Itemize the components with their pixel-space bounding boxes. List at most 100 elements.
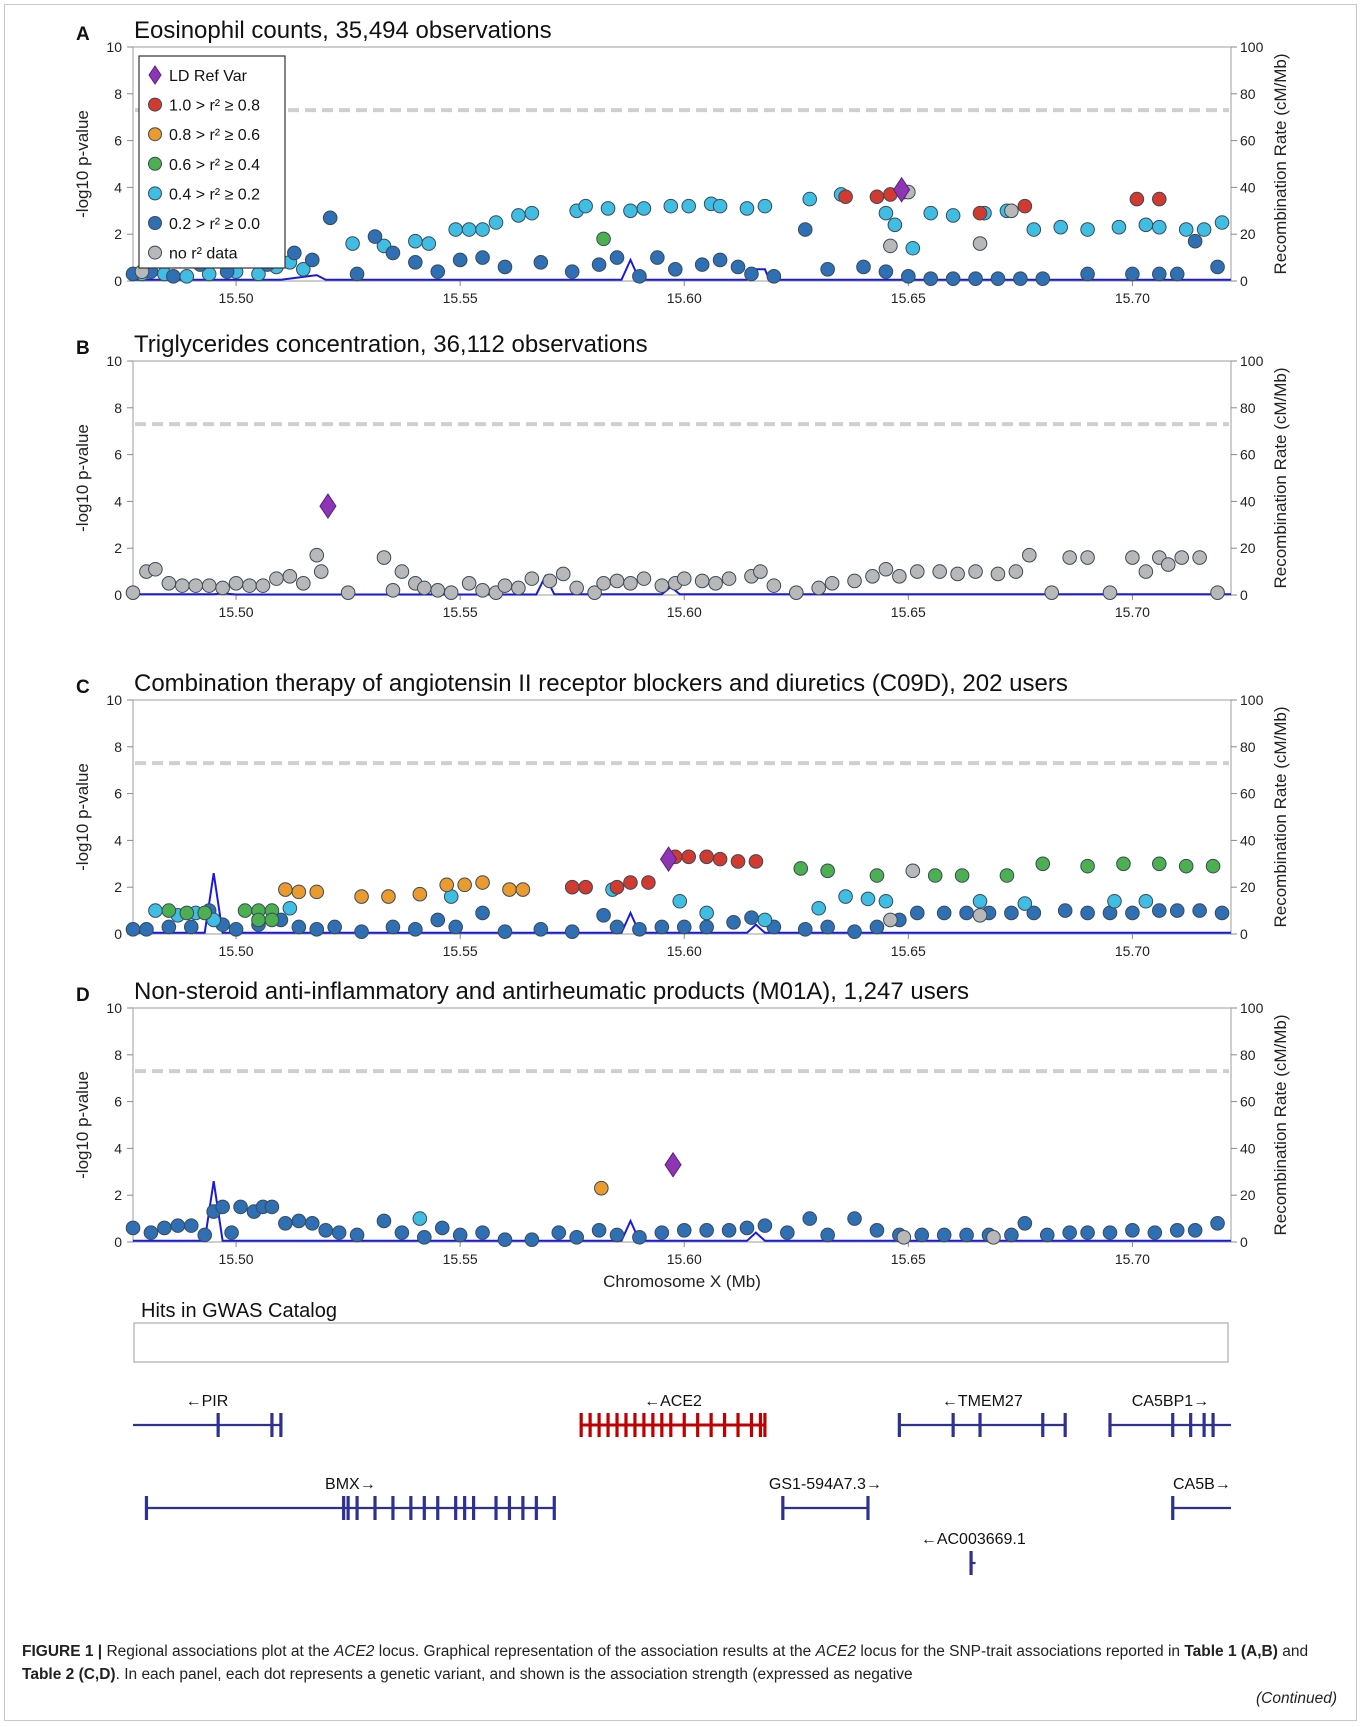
caption-fragment: Table 1 (A,B) xyxy=(1184,1643,1278,1660)
variant-point xyxy=(385,245,401,261)
y-tick-label: 8 xyxy=(114,400,122,416)
gene-exon xyxy=(521,1496,525,1520)
variant-point xyxy=(1107,893,1122,909)
gene-label: GS1-594A7.3→ xyxy=(769,1476,882,1493)
variant-point xyxy=(157,1220,172,1236)
y-tick-label-right: 60 xyxy=(1240,786,1256,802)
variant-point xyxy=(1022,547,1037,563)
variant-point xyxy=(183,919,199,935)
variant-point xyxy=(744,910,759,925)
variant-point xyxy=(869,919,885,935)
y-tick-label: 0 xyxy=(114,926,122,942)
gene-exon xyxy=(494,1496,498,1520)
y-tick-label-right: 0 xyxy=(1240,587,1248,603)
variant-point xyxy=(1151,856,1167,872)
variant-point xyxy=(1160,557,1176,572)
variant-point xyxy=(757,912,773,928)
variant-point xyxy=(748,854,764,869)
legend-label: 0.8 > r² ≥ 0.6 xyxy=(169,127,260,144)
variant-point xyxy=(264,912,280,928)
gene: ←TMEM27 xyxy=(897,1393,1067,1437)
gene-exon xyxy=(355,1496,359,1520)
y-tick-label: 2 xyxy=(114,1187,122,1203)
gene: ←ACE2 xyxy=(579,1393,767,1437)
variant-point xyxy=(148,561,163,577)
variant-point xyxy=(179,905,195,921)
x-tick-label: 15.60 xyxy=(667,290,702,306)
y-tick-label: 6 xyxy=(114,133,122,149)
variant-point xyxy=(269,571,284,586)
variant-point xyxy=(1174,550,1190,565)
variant-point xyxy=(461,576,477,591)
variant-point xyxy=(909,905,925,921)
variant-point xyxy=(847,573,862,589)
gene-exon xyxy=(624,1413,628,1437)
x-tick-label: 15.60 xyxy=(667,604,702,620)
variant-point xyxy=(502,882,517,897)
variant-point xyxy=(990,566,1006,582)
caption-fragment: ACE2 xyxy=(333,1643,375,1660)
variant-point xyxy=(143,1225,159,1240)
gene-exon xyxy=(651,1413,655,1437)
y-tick-label-right: 40 xyxy=(1240,832,1256,848)
variant-point xyxy=(641,875,656,890)
y-tick-label-right: 20 xyxy=(1240,540,1256,556)
panel-d: D Non-steroid anti-inflammatory and antir… xyxy=(73,978,1290,1291)
variant-point xyxy=(623,576,638,591)
variant-point xyxy=(578,198,593,214)
gene-exon xyxy=(978,1413,982,1437)
variant-point xyxy=(797,922,813,937)
variant-point xyxy=(869,189,885,205)
variant-point xyxy=(1210,259,1225,275)
y-tick-label: 4 xyxy=(114,179,122,195)
variant-point xyxy=(417,1230,432,1245)
variant-point xyxy=(878,205,894,221)
y-tick-label-right: 80 xyxy=(1240,86,1256,102)
variant-point xyxy=(475,583,490,598)
variant-point xyxy=(923,271,939,286)
variant-point xyxy=(591,257,607,272)
gene-label: CA5B→ xyxy=(1173,1476,1231,1493)
variant-point xyxy=(1187,1223,1203,1238)
variant-point xyxy=(1169,903,1185,918)
variant-point xyxy=(1196,222,1212,237)
gene-exon xyxy=(1171,1496,1175,1520)
variant-point xyxy=(632,922,647,937)
gene-label: ←ACE2 xyxy=(644,1393,702,1410)
variant-point xyxy=(197,1227,213,1243)
gene-label: ←AC003669.1 xyxy=(921,1531,1026,1548)
y-tick-label-right: 100 xyxy=(1240,39,1264,55)
variant-point xyxy=(609,879,625,895)
variant-point xyxy=(1125,550,1140,565)
variant-point xyxy=(183,1218,199,1233)
variant-point xyxy=(954,868,970,883)
gene-exon xyxy=(897,1413,901,1437)
gene-exon xyxy=(270,1413,274,1437)
gene-exon xyxy=(696,1413,700,1437)
y-tick-label: 2 xyxy=(114,879,122,895)
variant-point xyxy=(1151,903,1167,918)
variant-point xyxy=(161,903,177,918)
x-tick-label: 15.50 xyxy=(219,943,254,959)
gene-exon xyxy=(660,1413,664,1437)
variant-point xyxy=(1080,222,1095,237)
variant-point xyxy=(564,264,580,279)
variant-point xyxy=(296,576,311,591)
variant-point xyxy=(968,564,983,579)
variant-point xyxy=(694,573,710,589)
lead-variant-diamond xyxy=(892,176,911,203)
gwas-catalog-title: Hits in GWAS Catalog xyxy=(141,1300,337,1322)
variant-point xyxy=(883,238,898,254)
panel-a: A Eosinophil counts, 35,494 observations -… xyxy=(73,17,1290,306)
variant-point xyxy=(712,198,728,214)
variant-point xyxy=(497,578,513,593)
plot-frame xyxy=(132,46,1232,282)
variant-point xyxy=(972,907,988,923)
variant-point xyxy=(636,201,652,216)
variant-point xyxy=(1013,271,1028,286)
variant-point xyxy=(381,889,396,904)
variant-point xyxy=(309,547,325,563)
gene-exon xyxy=(472,1496,476,1520)
variant-point xyxy=(730,259,746,275)
variant-point xyxy=(667,262,683,277)
